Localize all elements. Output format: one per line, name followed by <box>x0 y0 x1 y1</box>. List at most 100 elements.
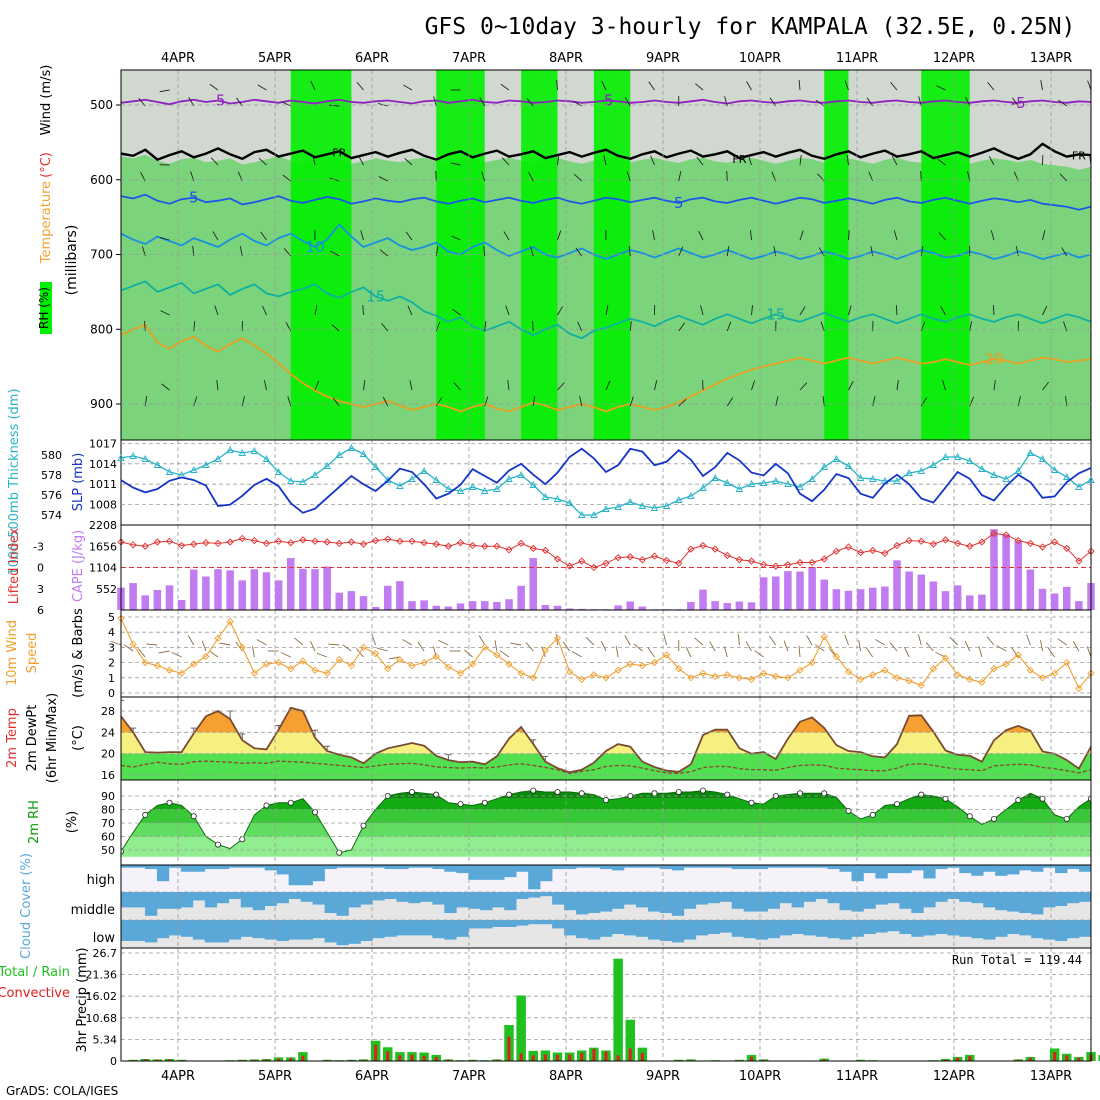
wind-barb <box>895 304 898 316</box>
cape-bar <box>747 602 756 610</box>
lifted-index-point <box>881 549 889 557</box>
cape-bar <box>699 589 707 610</box>
precip-conv-bar <box>1077 1057 1081 1061</box>
cloud-high-cell <box>121 865 134 868</box>
lifted-index-point <box>772 562 780 570</box>
cloud-layer-label: middle <box>71 903 115 918</box>
cloud-middle-cell <box>240 892 254 908</box>
lifted-index-point <box>990 529 998 538</box>
cloud-low-cell <box>504 920 517 927</box>
ytick-label: 26.7 <box>93 947 118 960</box>
cloud-middle-cell <box>659 892 673 913</box>
wind-barb <box>362 304 364 316</box>
precip-conv-bar <box>956 1057 960 1061</box>
cloud-middle-cell <box>348 892 361 908</box>
contour-label: 5 <box>189 189 199 207</box>
wind-speed-point <box>250 669 259 677</box>
cloud-low-cell <box>863 920 876 934</box>
wind-barb <box>605 305 609 316</box>
cloud-low-cell <box>144 920 158 943</box>
ytick-right-label: 1017 <box>89 437 117 450</box>
wind-speed-point <box>238 643 246 652</box>
cloud-high-cell <box>264 865 277 871</box>
ytick-label: 80 <box>101 804 115 817</box>
cloud-low-cell <box>288 920 301 940</box>
cloud-low-cell <box>408 920 421 936</box>
cloud-high-cell <box>767 865 780 868</box>
wind-speed-point <box>953 671 962 679</box>
wind-barb <box>698 230 704 241</box>
wind-barb <box>746 81 752 91</box>
cloud-high-cell <box>540 865 553 882</box>
rh2m-point <box>263 802 270 809</box>
cloud-middle-cell <box>336 892 349 916</box>
wind10m-panel: 0 1 2 3 4 5 10m Wind Speed (m/s) & Barbs <box>5 608 1095 700</box>
wind-barb <box>624 635 631 646</box>
lifted-index-point <box>1063 544 1071 553</box>
cloud-high-cell <box>504 865 517 878</box>
cloud-high-cell <box>336 865 349 868</box>
wind-speed-point <box>153 662 162 670</box>
wind-speed-point <box>614 666 622 674</box>
lifted-index-point <box>153 538 162 546</box>
cloud-high-cell <box>288 865 301 886</box>
rh2m-point <box>239 836 246 843</box>
lifted-index-point <box>529 544 537 553</box>
rh2m-point <box>991 815 998 822</box>
thickness-point <box>480 487 489 494</box>
cloud-middle-cell <box>480 892 493 911</box>
cloud-low-cell <box>1031 920 1044 939</box>
cloud-high-cell <box>552 865 565 870</box>
rh2m-point <box>603 797 610 804</box>
cloud-middle-cell <box>252 892 266 911</box>
thickness-point <box>711 474 719 481</box>
rh-band <box>121 836 1091 857</box>
cape-bar <box>383 585 392 610</box>
wind-speed-point <box>905 677 913 685</box>
wind-speed-point <box>881 666 889 674</box>
contour-label: 5 <box>674 194 684 212</box>
wind-speed-point <box>347 662 356 670</box>
cloud-high-cell <box>827 865 840 870</box>
wind-barb <box>751 305 753 316</box>
ytick-right-label: 1008 <box>89 499 117 512</box>
thickness-point <box>905 469 913 476</box>
cloud-low-cell <box>755 920 768 940</box>
precip-conv-bar <box>374 1044 378 1061</box>
ytick-right-label: 2208 <box>89 519 117 532</box>
lifted-index-point <box>869 546 877 555</box>
cloud-low-cell <box>228 920 242 940</box>
cloud-middle-cell <box>396 892 409 902</box>
temp-line <box>121 706 1091 774</box>
wind-barb <box>577 321 583 332</box>
rh2m-point <box>675 788 682 795</box>
day-label: 6APR <box>355 51 389 66</box>
contour-label: 15 <box>366 287 385 305</box>
cloud-low-cell <box>312 920 325 939</box>
wind-barb <box>629 321 632 332</box>
lifted-index-point <box>517 539 525 548</box>
cape-bar <box>868 587 877 610</box>
cloud-low-cell <box>635 920 649 937</box>
wind-barb <box>500 83 510 91</box>
cloud-low-cell <box>324 920 337 943</box>
wind-barb <box>377 647 388 652</box>
cape-bar <box>978 594 986 610</box>
wind-barb <box>575 247 583 257</box>
rh2m-point <box>530 787 537 794</box>
wind-barb <box>562 641 570 652</box>
wind-barb <box>287 396 292 407</box>
wind-barb <box>432 646 437 658</box>
cape-bar <box>456 603 465 610</box>
cloud-middle-cell <box>372 892 385 901</box>
wind-barb <box>798 646 801 658</box>
thickness-point <box>529 481 538 488</box>
cloud-middle-cell <box>695 892 709 905</box>
cloud-middle-cell <box>719 892 733 902</box>
cape-bar <box>153 589 162 610</box>
cape-bar <box>480 601 489 610</box>
ytick-label: 0 <box>108 687 115 700</box>
cloud-low-cell <box>779 920 792 936</box>
wind-speed-point <box>384 665 392 673</box>
cape-bar <box>408 601 416 610</box>
